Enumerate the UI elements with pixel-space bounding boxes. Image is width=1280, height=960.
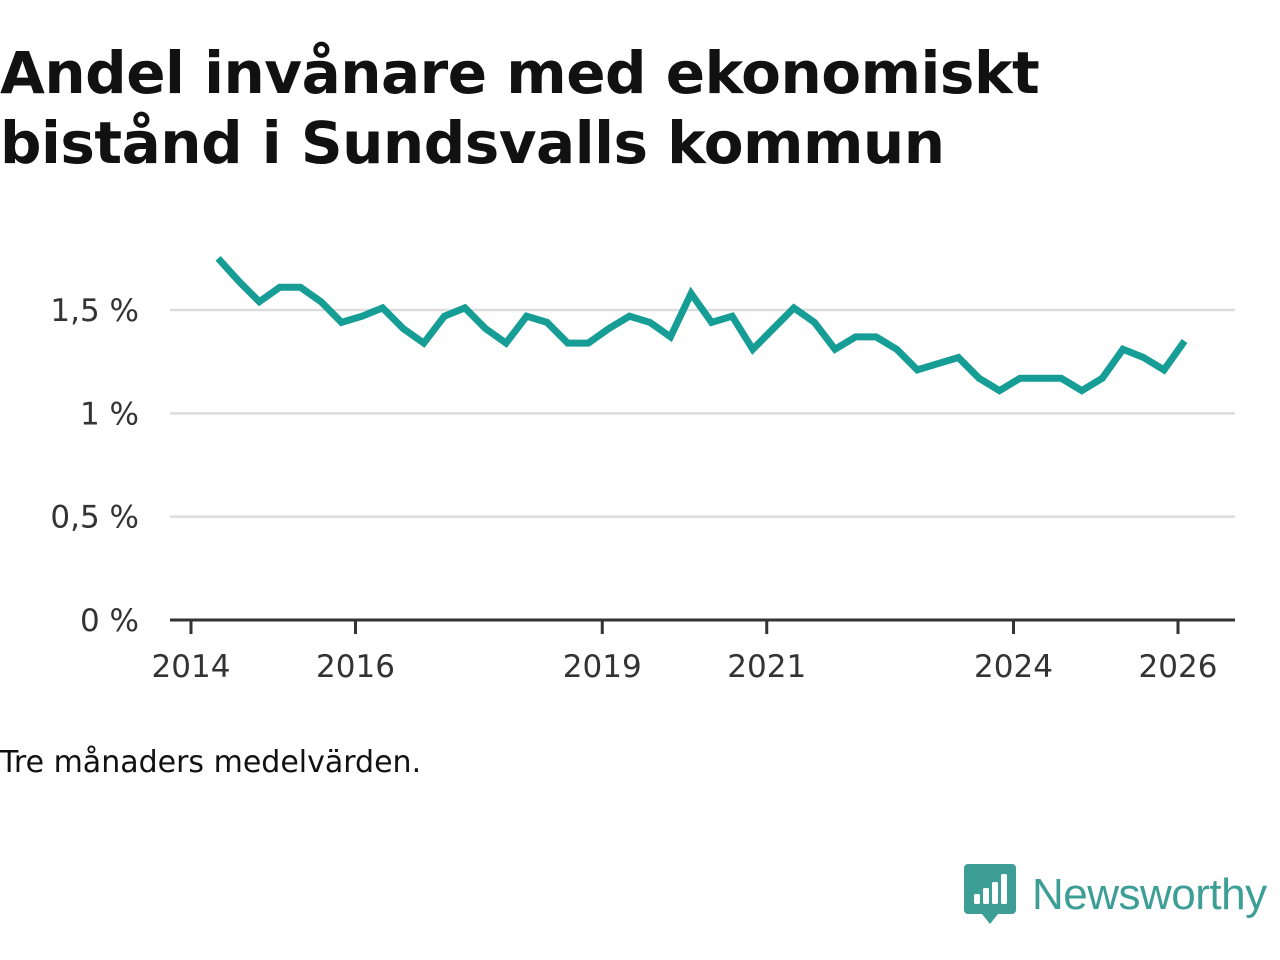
y-tick-label: 1 %: [80, 396, 139, 432]
series-line: [215, 255, 1188, 395]
series-lines: [215, 255, 1188, 395]
y-tick-label: 1,5 %: [50, 293, 139, 329]
newsworthy-logo-icon: [964, 864, 1016, 924]
y-tick-label: 0 %: [80, 603, 139, 639]
brand-name: Newsworthy: [1032, 870, 1267, 919]
x-axis: 2014 2016 2019 2021 2024 2026: [152, 618, 1235, 685]
y-tick-label: 0,5 %: [50, 500, 139, 536]
brand-logo[interactable]: Newsworthy: [964, 864, 1267, 926]
x-tick-label: 2026: [1139, 649, 1218, 685]
chart-note: Tre månaders medelvärden.: [0, 745, 422, 780]
grid-lines: [170, 308, 1235, 518]
x-tick-label: 2016: [316, 649, 395, 685]
x-tick-label: 2021: [727, 649, 806, 685]
x-tick-label: 2019: [563, 649, 642, 685]
chart-title: Andel invånare med ekonomiskt bistånd i …: [0, 39, 1040, 177]
x-tick-label: 2024: [974, 649, 1053, 685]
line-chart: 0 % 0,5 % 1 % 1,5 % 2014 2016 2019 2021 2024 202…: [50, 255, 1235, 685]
y-axis-tick-labels: 0 % 0,5 % 1 % 1,5 %: [50, 293, 139, 639]
x-tick-label: 2014: [152, 649, 231, 685]
